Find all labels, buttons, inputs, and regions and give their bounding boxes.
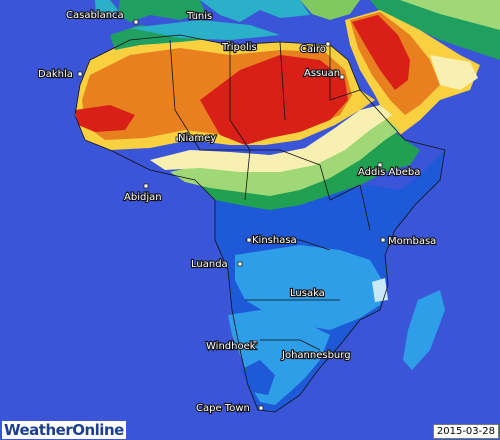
city-dot	[339, 74, 345, 80]
city-label: Abidjan	[124, 192, 162, 203]
city-label: Luanda	[191, 259, 228, 270]
map-date: 2015-03-28	[432, 424, 499, 439]
city-dot	[325, 41, 331, 47]
city-dot	[133, 19, 139, 25]
madagascar	[403, 290, 445, 370]
city-label: Cape Town	[196, 403, 250, 414]
logo-text-online: Online	[72, 421, 124, 439]
city-dot	[192, 11, 198, 17]
city-label: Mombasa	[388, 236, 436, 247]
europe-landmass	[95, 0, 500, 60]
city-dot	[237, 261, 243, 267]
africa-landmass	[75, 20, 445, 412]
city-label: Assuan	[304, 68, 340, 79]
city-label: Casablanca	[66, 10, 124, 21]
city-label: Tripolis	[221, 42, 257, 53]
city-dot	[377, 162, 383, 168]
city-label: Tunis	[186, 11, 212, 22]
city-label: Addis Abeba	[358, 167, 420, 178]
city-dot	[314, 289, 320, 295]
city-dot	[306, 351, 312, 357]
city-label: Windhoek	[206, 341, 256, 352]
city-dot	[225, 40, 231, 46]
city-dot	[175, 136, 181, 142]
city-dot	[246, 237, 252, 243]
city-label: Johannesburg	[281, 350, 351, 361]
city-label: Niamey	[178, 133, 216, 144]
city-label: Cairo	[300, 44, 326, 55]
city-label: Dakhla	[38, 69, 73, 80]
city-dot	[380, 237, 386, 243]
city-dot	[77, 71, 83, 77]
city-label: Kinshasa	[252, 235, 297, 246]
logo-text-weather: Weather	[4, 421, 73, 439]
arabia-landmass	[345, 10, 480, 135]
city-dot	[252, 340, 258, 346]
city-dot	[258, 405, 264, 411]
weatheronline-logo: Weather Online	[2, 421, 126, 439]
city-label: Lusaka	[290, 288, 325, 299]
city-dot	[143, 183, 149, 189]
country-borders	[74, 34, 446, 413]
city-markers: Casablanca Tunis Tripolis Cairo Dakhla A…	[37, 9, 438, 415]
